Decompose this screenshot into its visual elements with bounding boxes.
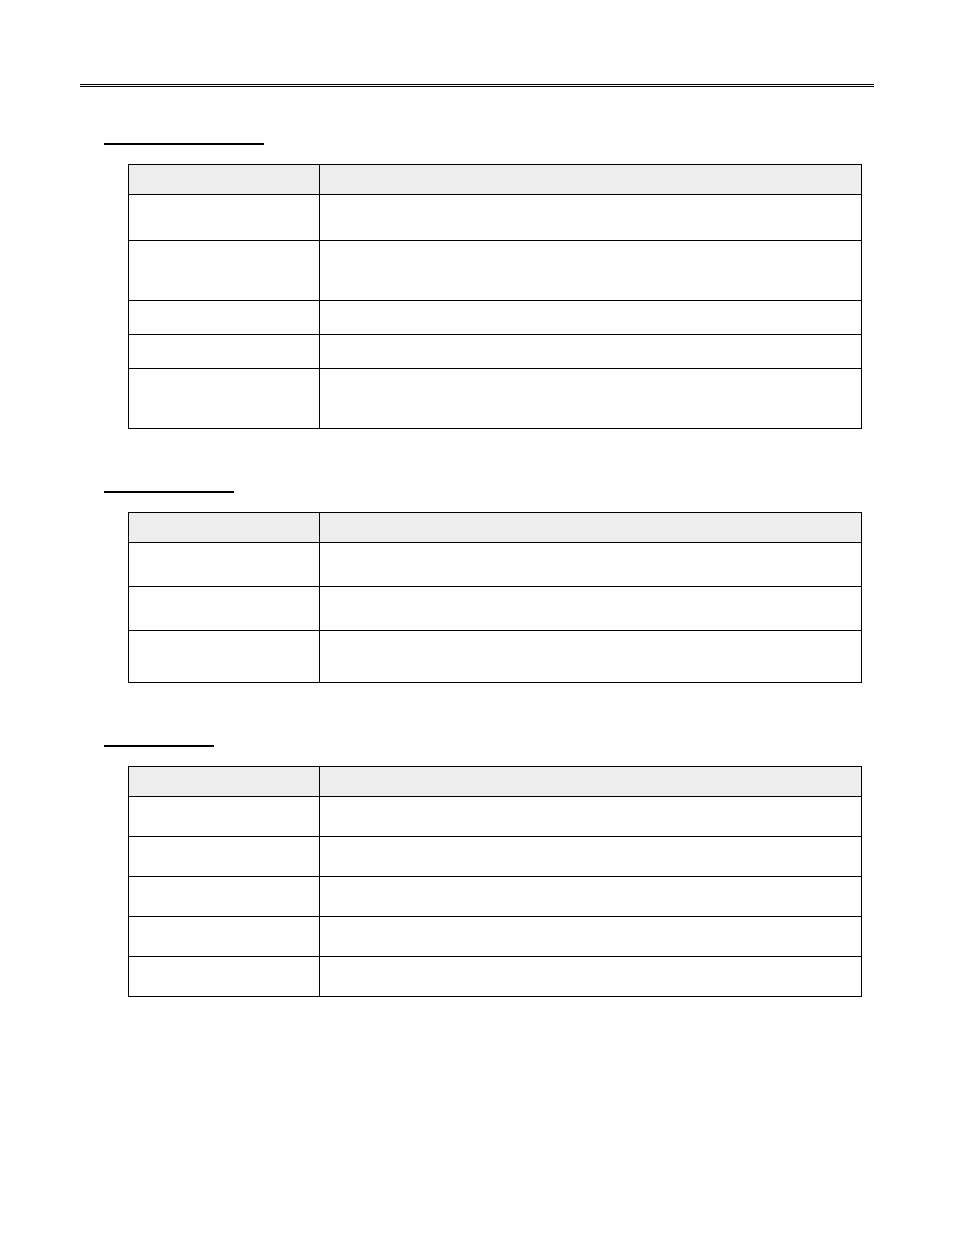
table-header-cell [319, 513, 861, 543]
section-3-table-wrap [128, 766, 862, 997]
top-double-rule [80, 84, 874, 87]
table-row [129, 631, 862, 683]
section-3-heading [104, 729, 214, 747]
table-header-cell [319, 165, 861, 195]
table-cell [129, 797, 320, 837]
table-row [129, 195, 862, 241]
table-cell [129, 877, 320, 917]
table-cell [129, 917, 320, 957]
table-cell [319, 957, 861, 997]
table-header-row [129, 165, 862, 195]
table-row [129, 957, 862, 997]
table-header-row [129, 513, 862, 543]
table-row [129, 335, 862, 369]
table-cell [319, 369, 861, 429]
section-3 [80, 729, 874, 997]
table-header-cell [129, 165, 320, 195]
table-cell [319, 241, 861, 301]
table-cell [129, 837, 320, 877]
table-cell [129, 335, 320, 369]
table-cell [319, 195, 861, 241]
table-cell [129, 587, 320, 631]
table-cell [319, 877, 861, 917]
table-row [129, 543, 862, 587]
table-row [129, 877, 862, 917]
table-header-cell [129, 513, 320, 543]
table-row [129, 917, 862, 957]
section-2-heading [104, 475, 234, 493]
table-cell [319, 797, 861, 837]
table-row [129, 241, 862, 301]
section-2-table [128, 512, 862, 683]
table-cell [129, 301, 320, 335]
table-cell [319, 837, 861, 877]
table-cell [319, 631, 861, 683]
page [0, 0, 954, 1083]
table-row [129, 369, 862, 429]
table-row [129, 587, 862, 631]
table-cell [129, 631, 320, 683]
table-cell [319, 335, 861, 369]
table-cell [129, 957, 320, 997]
section-1 [80, 127, 874, 429]
table-cell [129, 241, 320, 301]
section-1-heading [104, 127, 264, 145]
table-cell [129, 195, 320, 241]
table-cell [129, 543, 320, 587]
table-row [129, 837, 862, 877]
table-cell [319, 301, 861, 335]
table-header-cell [129, 767, 320, 797]
section-3-table [128, 766, 862, 997]
table-cell [319, 917, 861, 957]
section-2 [80, 475, 874, 683]
table-row [129, 797, 862, 837]
table-cell [319, 543, 861, 587]
table-header-row [129, 767, 862, 797]
section-1-table [128, 164, 862, 429]
section-1-table-wrap [128, 164, 862, 429]
table-header-cell [319, 767, 861, 797]
table-row [129, 301, 862, 335]
table-cell [319, 587, 861, 631]
section-2-table-wrap [128, 512, 862, 683]
table-cell [129, 369, 320, 429]
